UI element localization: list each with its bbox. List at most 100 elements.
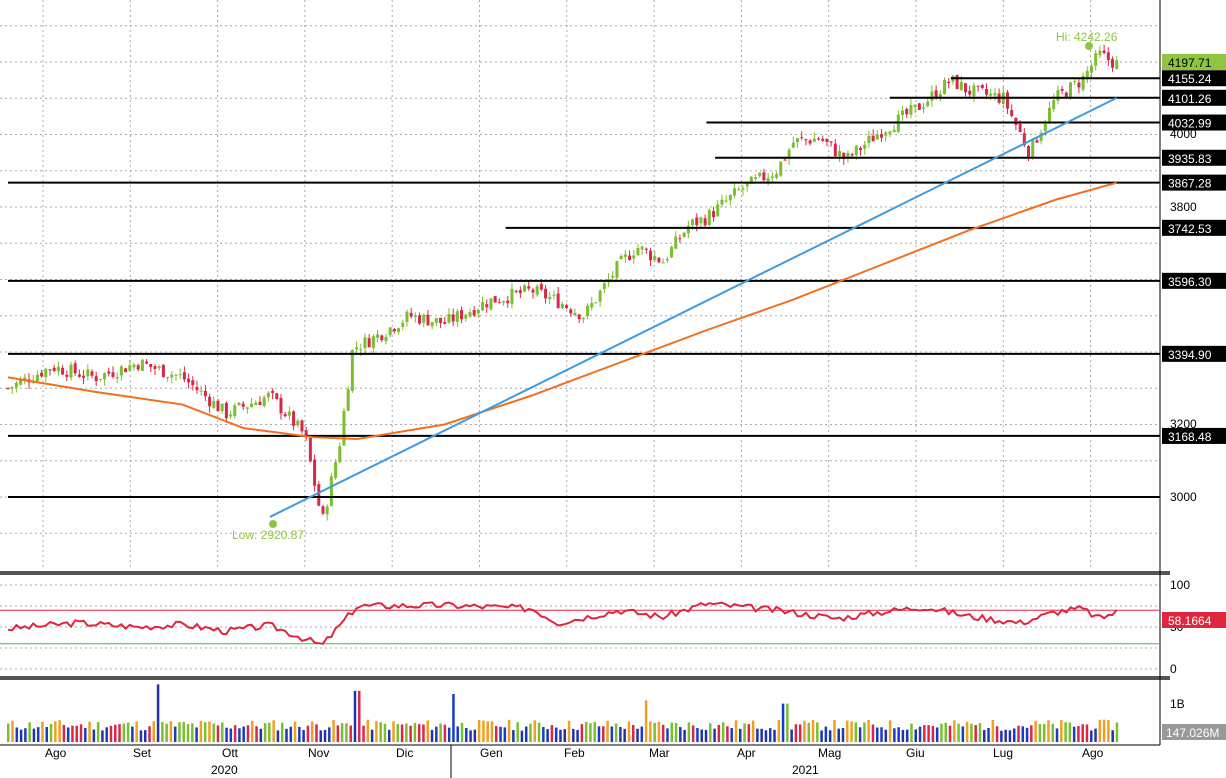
candle-body bbox=[623, 254, 627, 257]
candle-body bbox=[993, 93, 997, 96]
candle-body bbox=[86, 369, 90, 377]
volume-bar bbox=[246, 725, 250, 742]
candle-body bbox=[136, 365, 140, 370]
candle-body bbox=[947, 81, 951, 84]
volume-bar bbox=[824, 726, 828, 742]
volume-bar bbox=[465, 727, 468, 742]
candle-body bbox=[628, 255, 632, 261]
panel-separator[interactable] bbox=[0, 571, 1170, 575]
volume-bar bbox=[1085, 724, 1089, 742]
volume-bar bbox=[66, 727, 70, 742]
candle-body bbox=[65, 374, 69, 377]
volume-bar bbox=[435, 726, 438, 742]
volume-bar bbox=[298, 726, 301, 742]
candle-body bbox=[527, 286, 531, 289]
volume-bar bbox=[739, 728, 742, 742]
volume-bar bbox=[456, 726, 459, 742]
volume-bar bbox=[32, 728, 36, 742]
candle-body bbox=[1027, 146, 1031, 158]
volume-bar bbox=[747, 724, 751, 742]
volume-bar bbox=[602, 726, 605, 742]
candle-body bbox=[187, 378, 191, 383]
volume-bar bbox=[653, 722, 656, 742]
candle-body bbox=[107, 371, 111, 374]
volume-bar bbox=[803, 720, 806, 742]
volume-bar bbox=[122, 723, 126, 742]
candle-body bbox=[1006, 92, 1010, 109]
candle-body bbox=[703, 218, 707, 226]
candles bbox=[6, 44, 1119, 521]
candle-body bbox=[426, 314, 430, 326]
candle-body bbox=[724, 200, 728, 202]
volume-bar bbox=[105, 727, 108, 742]
volume-bar bbox=[409, 725, 412, 742]
candle-body bbox=[342, 410, 346, 446]
volume-bar bbox=[323, 729, 327, 742]
candle-body bbox=[569, 309, 573, 314]
candle-body bbox=[157, 366, 161, 369]
candle-body bbox=[1022, 133, 1026, 146]
volume-bar bbox=[627, 721, 631, 742]
candle-body bbox=[917, 103, 921, 110]
candle-body bbox=[481, 302, 485, 311]
volume-bar bbox=[790, 729, 793, 742]
volume-bar bbox=[1030, 725, 1033, 742]
candle-body bbox=[1115, 60, 1119, 70]
volume-bar bbox=[1038, 724, 1042, 742]
volume-bar bbox=[191, 723, 194, 742]
volume-bar bbox=[1094, 728, 1097, 742]
candle-body bbox=[216, 400, 220, 412]
candle-body bbox=[191, 380, 195, 386]
candle-body bbox=[149, 363, 153, 368]
candle-body bbox=[586, 305, 590, 316]
candle-body bbox=[195, 387, 199, 391]
high-marker bbox=[1085, 42, 1093, 50]
candle-body bbox=[1064, 92, 1068, 97]
volume-bar bbox=[756, 728, 759, 742]
volume-bar bbox=[439, 723, 442, 742]
candle-body bbox=[48, 369, 52, 371]
candle-body bbox=[560, 304, 564, 309]
volume-bar bbox=[743, 723, 746, 742]
volume-bar bbox=[242, 726, 245, 742]
candle-body bbox=[119, 366, 123, 376]
candle-body bbox=[275, 393, 279, 399]
level-tag-bg bbox=[1162, 174, 1226, 191]
candle-body bbox=[796, 138, 800, 142]
candle-body bbox=[128, 365, 132, 371]
volume-bar bbox=[751, 720, 755, 742]
volume-bar bbox=[636, 728, 639, 742]
candle-body bbox=[943, 79, 947, 95]
month-label: Nov bbox=[308, 746, 329, 760]
candle-body bbox=[775, 174, 779, 178]
candle-body bbox=[233, 405, 237, 417]
candle-body bbox=[888, 131, 892, 134]
volume-bar bbox=[135, 721, 138, 742]
candle-body bbox=[229, 414, 233, 417]
volume-bar bbox=[901, 730, 905, 742]
candle-body bbox=[346, 389, 350, 411]
volume-bar bbox=[623, 728, 626, 742]
candle-body bbox=[203, 390, 207, 397]
candle-body bbox=[313, 459, 317, 486]
volume-bar bbox=[597, 726, 601, 742]
candle-body bbox=[224, 402, 228, 419]
candle-body bbox=[115, 376, 119, 379]
panel-separator[interactable] bbox=[0, 676, 1170, 680]
candle-body bbox=[10, 386, 14, 389]
candle-body bbox=[510, 288, 514, 305]
candle-body bbox=[821, 138, 825, 141]
volume-bar bbox=[75, 725, 78, 742]
volume-bar bbox=[148, 726, 151, 742]
candle-body bbox=[565, 305, 569, 309]
candle-body bbox=[573, 312, 577, 316]
volume-bar bbox=[661, 724, 665, 742]
volume-bar bbox=[1034, 720, 1037, 742]
candle-body bbox=[548, 296, 552, 300]
volume-bar bbox=[584, 721, 588, 742]
volume-bar bbox=[961, 726, 965, 742]
candle-body bbox=[720, 199, 724, 205]
candle-body bbox=[518, 290, 522, 294]
volume-bar bbox=[940, 723, 943, 742]
